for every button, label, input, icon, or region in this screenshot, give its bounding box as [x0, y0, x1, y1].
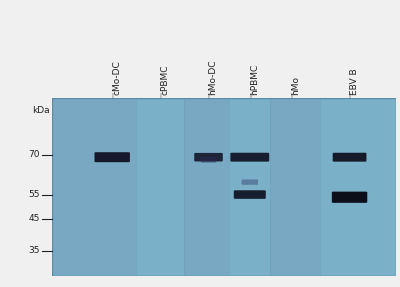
Bar — [320, 98, 396, 276]
FancyBboxPatch shape — [242, 179, 258, 185]
FancyBboxPatch shape — [94, 152, 130, 162]
Bar — [229, 98, 270, 276]
Text: cMo-DC: cMo-DC — [112, 60, 121, 95]
Bar — [52, 98, 136, 276]
Text: |: | — [111, 92, 113, 98]
FancyBboxPatch shape — [230, 153, 269, 162]
Bar — [270, 98, 320, 276]
Text: cPBMC: cPBMC — [160, 64, 169, 95]
Bar — [136, 98, 184, 276]
Text: kDa: kDa — [32, 106, 50, 115]
Text: 45: 45 — [29, 214, 40, 223]
Text: 55: 55 — [28, 190, 40, 199]
Text: |: | — [249, 92, 251, 98]
Text: |: | — [159, 92, 161, 98]
Text: EBV B: EBV B — [350, 68, 358, 95]
FancyBboxPatch shape — [201, 157, 216, 162]
Text: |: | — [208, 92, 210, 98]
Text: 70: 70 — [28, 150, 40, 159]
Text: hPBMC: hPBMC — [250, 63, 259, 95]
Text: 35: 35 — [28, 246, 40, 255]
FancyBboxPatch shape — [234, 190, 266, 199]
Text: |: | — [290, 92, 292, 98]
Text: |: | — [348, 92, 350, 98]
Bar — [184, 98, 229, 276]
Text: hMo-DC: hMo-DC — [208, 59, 218, 95]
FancyBboxPatch shape — [333, 153, 366, 162]
FancyBboxPatch shape — [194, 153, 223, 162]
Text: hMo: hMo — [291, 76, 300, 95]
FancyBboxPatch shape — [332, 192, 367, 203]
